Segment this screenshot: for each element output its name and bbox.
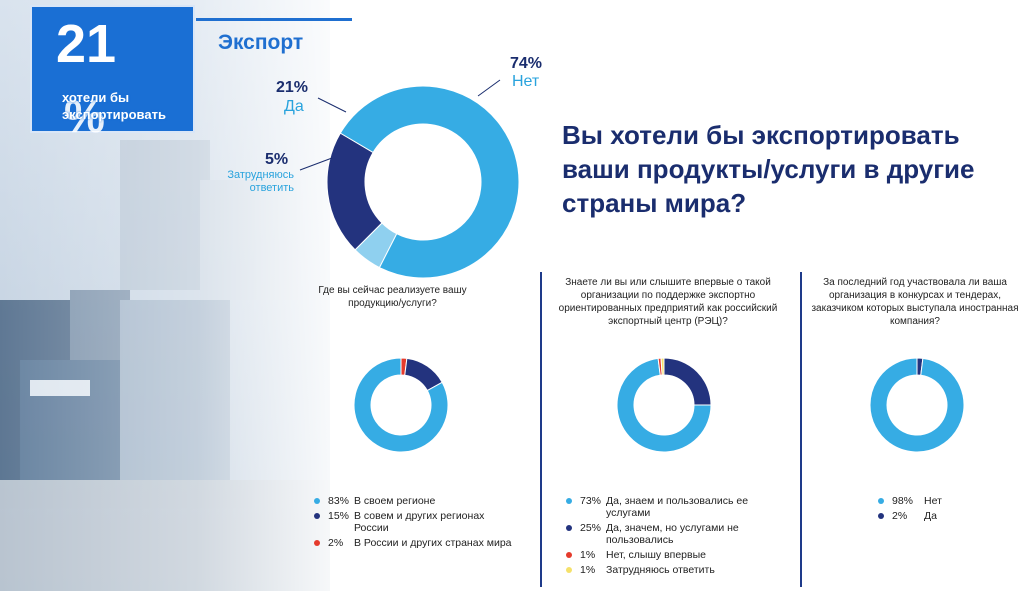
legend-dot [314, 540, 320, 546]
question-1: Где вы сейчас реализуете вашу продукцию/… [318, 285, 467, 309]
donut-slice-1 [339, 85, 520, 279]
question-2: Знаете ли вы или слышите впервые о такой… [558, 277, 778, 327]
legend-dot [566, 552, 572, 558]
main-label-unsure-pct: 5% [265, 151, 289, 168]
main-label-yes-pct: 21% [276, 79, 309, 96]
section-title: Экспорт [218, 31, 304, 54]
main-label-no-pct: 74% [510, 55, 543, 72]
donut-slice-4 [660, 357, 665, 376]
legend-item: 2% В России и других странах мира [314, 537, 524, 549]
legend-1: 83% В своем регионе 15% В совем и других р… [314, 495, 524, 552]
donut-slice-1 [869, 357, 965, 453]
legend-dot [566, 567, 572, 573]
main-question: Вы хотели бы экспортировать ваши продукт… [562, 120, 975, 218]
header-line [196, 18, 352, 21]
kpi-number: 21 [56, 14, 117, 74]
leader-line-3 [299, 157, 333, 171]
legend-item: 15% В совем и других регионах России [314, 510, 524, 534]
legend-item: 25% Да, значем, но услугами не пользовали… [566, 522, 786, 546]
donut-slice-3 [354, 222, 398, 269]
kpi-box: 21 % хотели бы экспортировать [30, 5, 195, 139]
divider-1 [540, 272, 542, 587]
legend-item: 83% В своем регионе [314, 495, 524, 507]
leader-line-1 [477, 79, 501, 97]
main-label-no: Нет [512, 73, 540, 90]
legend-item: 98% Нет [878, 495, 998, 507]
main-label-yes: Да [284, 98, 304, 115]
divider-2 [800, 272, 802, 587]
kpi-text: хотели бы экспортировать [62, 90, 166, 122]
legend-item: 73% Да, знаем и пользовались ее услугами [566, 495, 786, 519]
legend-dot [566, 498, 572, 504]
legend-item: 1% Нет, слышу впервые [566, 549, 786, 561]
leader-line-2 [317, 97, 347, 113]
legend-item: 2% Да [878, 510, 998, 522]
main-label-unsure: Затрудняюсь ответить [227, 169, 294, 194]
donut-slice-1 [353, 357, 449, 453]
kpi-percent-sign: % [64, 90, 105, 142]
legend-dot [314, 498, 320, 504]
legend-dot [878, 513, 884, 519]
legend-item: 1% Затрудняюсь ответить [566, 564, 786, 576]
legend-2: 73% Да, знаем и пользовались ее услугами … [566, 495, 786, 579]
legend-dot [878, 498, 884, 504]
legend-dot [566, 525, 572, 531]
donut-slice-1 [616, 357, 712, 453]
question-3: За последний год участвовала ли ваша орг… [811, 277, 1019, 327]
legend-dot [314, 513, 320, 519]
legend-3: 98% Нет 2% Да [878, 495, 998, 525]
